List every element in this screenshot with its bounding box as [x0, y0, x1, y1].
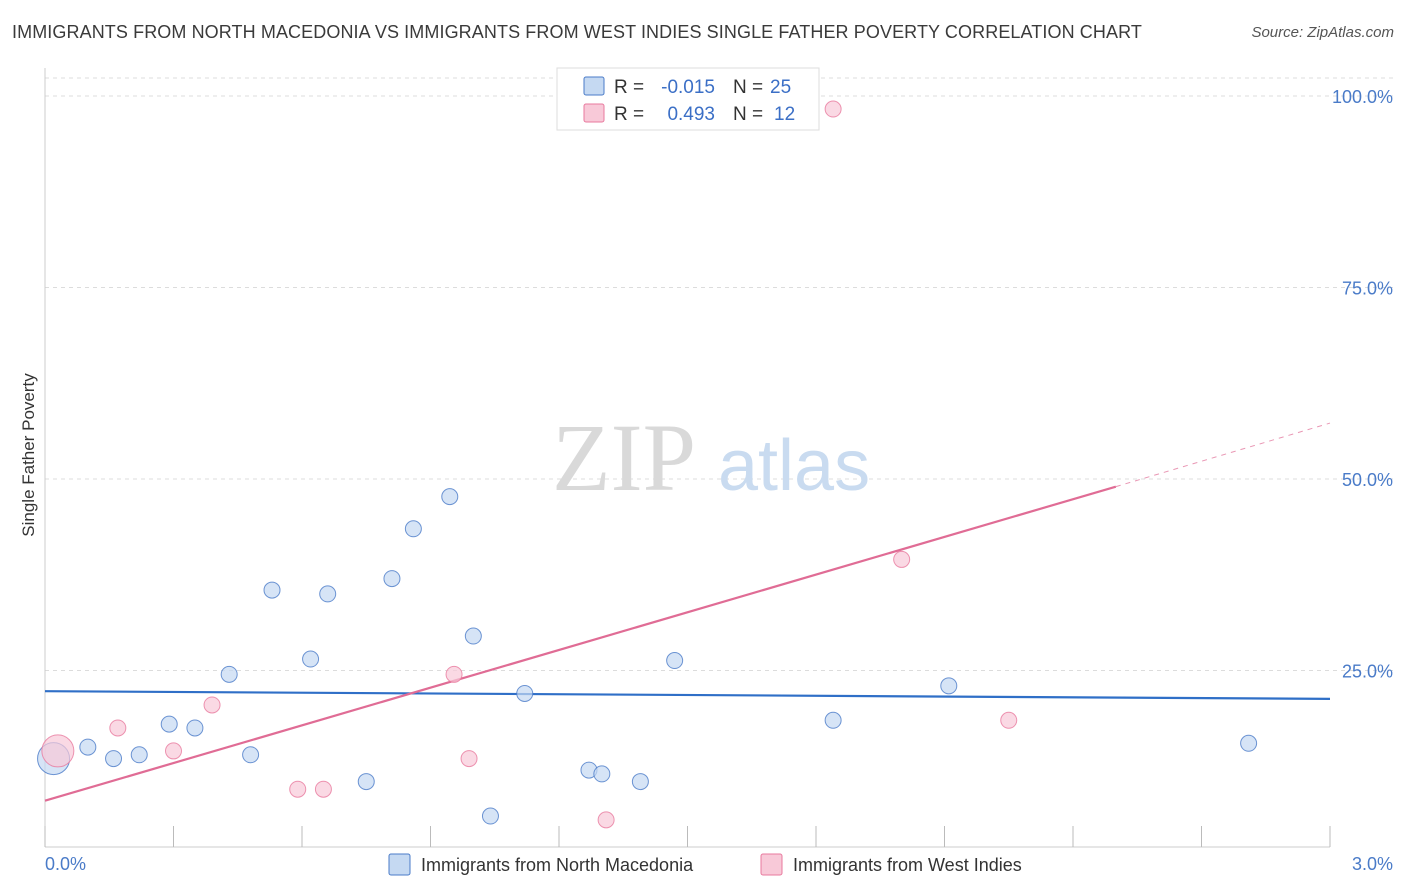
- point-west-indies-4: [289, 780, 307, 798]
- point-north-macedonia-21: [666, 652, 684, 670]
- point-west-indies-1: [109, 719, 127, 737]
- point-west-indies-6: [445, 665, 463, 683]
- legend-swatch-blue: [583, 76, 605, 96]
- point-north-macedonia-1: [79, 738, 97, 756]
- point-west-indies-11: [1000, 711, 1018, 729]
- point-north-macedonia-16: [481, 807, 499, 825]
- point-north-macedonia-7: [242, 746, 260, 764]
- y-tick-label-75: 75.0%: [1342, 279, 1393, 299]
- point-north-macedonia-17: [516, 684, 534, 702]
- series-legend: Immigrants from North Macedonia Immigran…: [388, 853, 1022, 876]
- legend-r-label-1: R =: [614, 77, 644, 98]
- legend-swatch-pink: [583, 103, 605, 123]
- legend-n-value-1: 25: [770, 77, 791, 98]
- point-west-indies-2: [165, 742, 182, 760]
- point-west-indies-0: [41, 734, 75, 768]
- chart-title: IMMIGRANTS FROM NORTH MACEDONIA VS IMMIG…: [12, 22, 1142, 42]
- point-west-indies-3: [203, 696, 221, 714]
- legend-r-value-1: -0.015: [661, 77, 715, 98]
- point-north-macedonia-19: [593, 765, 611, 783]
- point-north-macedonia-15: [464, 627, 482, 645]
- point-west-indies-10: [893, 550, 911, 568]
- legend-n-label-1: N =: [733, 77, 763, 98]
- x-tick-label-min: 0.0%: [45, 854, 86, 874]
- trend-line-north-macedonia: [44, 690, 1331, 700]
- legend-r-value-2: 0.493: [667, 104, 715, 125]
- point-north-macedonia-8: [263, 581, 281, 599]
- watermark-zip: ZIP: [552, 404, 696, 511]
- series-legend-swatch-pink: [760, 853, 783, 876]
- y-tick-label-50: 50.0%: [1342, 470, 1393, 490]
- point-north-macedonia-5: [186, 719, 204, 737]
- series-legend-swatch-blue: [388, 853, 411, 876]
- point-north-macedonia-22: [824, 711, 842, 729]
- point-north-macedonia-3: [130, 746, 148, 764]
- point-north-macedonia-13: [404, 520, 422, 538]
- y-tick-label-25: 25.0%: [1342, 662, 1393, 682]
- point-north-macedonia-2: [105, 750, 123, 768]
- data-points: [37, 100, 1258, 829]
- series-legend-label-blue: Immigrants from North Macedonia: [421, 855, 694, 875]
- point-north-macedonia-6: [220, 665, 238, 683]
- source-label: Source: ZipAtlas.com: [1251, 24, 1394, 41]
- grid-lines: [45, 77, 1393, 671]
- point-north-macedonia-4: [160, 715, 178, 733]
- legend-r-label-2: R =: [614, 104, 644, 125]
- trend-line-west-indies-extension: [1115, 422, 1331, 488]
- point-north-macedonia-14: [441, 488, 459, 506]
- point-west-indies-7: [460, 750, 478, 768]
- trend-lines: [44, 422, 1331, 802]
- point-north-macedonia-10: [319, 585, 337, 603]
- trend-line-west-indies: [44, 485, 1117, 802]
- point-north-macedonia-20: [631, 773, 649, 791]
- point-west-indies-8: [597, 811, 615, 829]
- point-west-indies-9: [824, 100, 842, 118]
- axes: [44, 68, 1331, 848]
- point-north-macedonia-11: [357, 773, 375, 791]
- watermark-atlas: atlas: [718, 426, 870, 506]
- legend-n-value-2: 12: [774, 104, 795, 125]
- series-legend-label-pink: Immigrants from West Indies: [793, 855, 1022, 875]
- point-north-macedonia-12: [383, 570, 401, 588]
- y-tick-label-100: 100.0%: [1332, 87, 1393, 107]
- x-tick-label-max: 3.0%: [1352, 854, 1393, 874]
- tick-labels: 25.0% 50.0% 75.0% 100.0% 0.0% 3.0%: [45, 87, 1393, 874]
- point-west-indies-5: [314, 780, 332, 798]
- point-north-macedonia-23: [940, 677, 958, 695]
- y-axis-title: Single Father Poverty: [19, 373, 38, 537]
- point-north-macedonia-24: [1240, 734, 1258, 752]
- legend-n-label-2: N =: [733, 104, 763, 125]
- point-north-macedonia-9: [302, 650, 320, 668]
- stats-legend: R = -0.015 N = 25 R = 0.493 N = 12: [556, 67, 820, 131]
